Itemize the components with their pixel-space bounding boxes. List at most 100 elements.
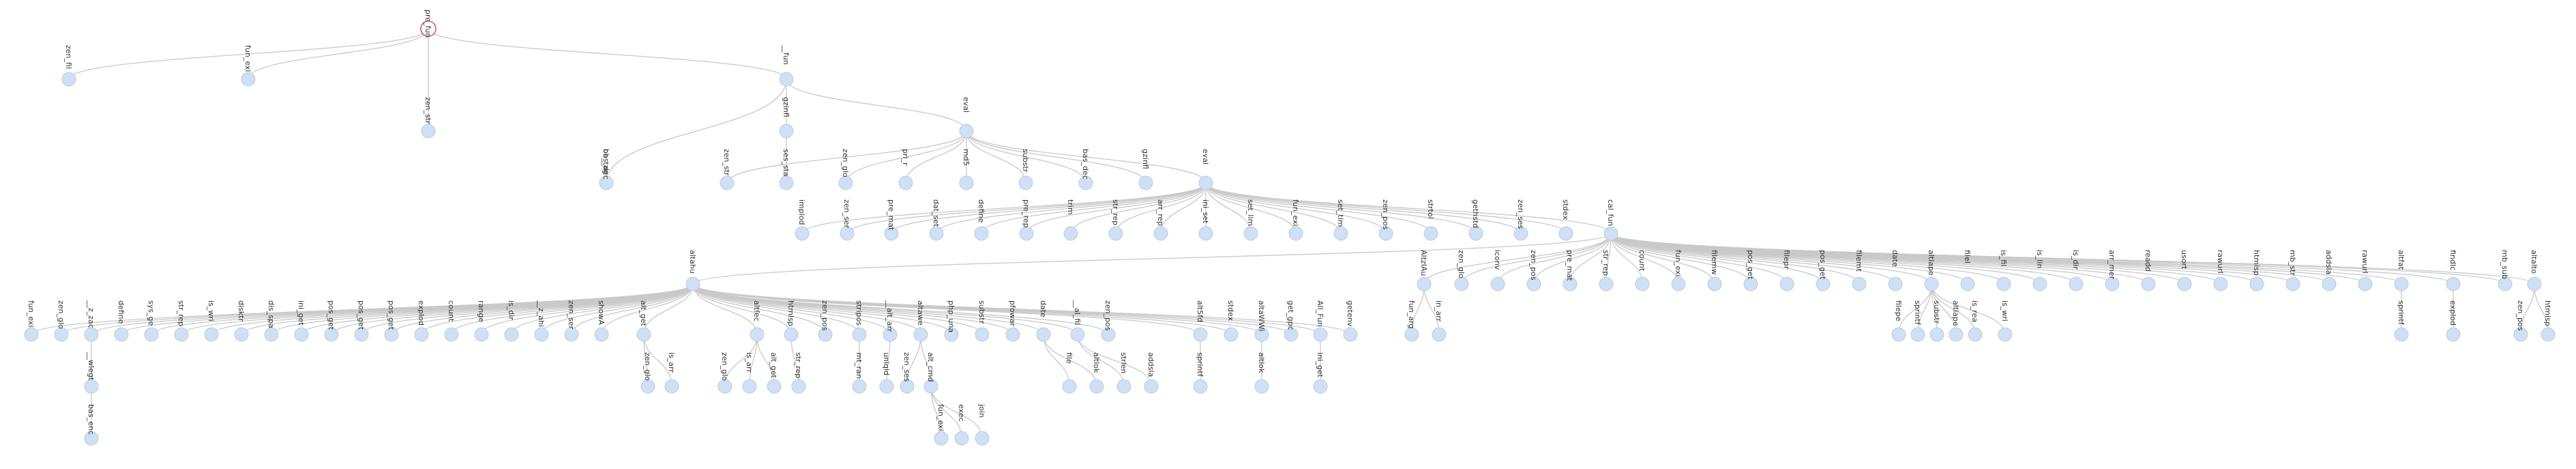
tree-node[interactable]: cal_fun	[1603, 199, 1618, 241]
node-circle[interactable]	[898, 175, 913, 190]
node-circle[interactable]	[900, 379, 915, 394]
tree-node[interactable]: zen_ser	[840, 199, 855, 241]
tree-node[interactable]: get_gpc	[1284, 300, 1299, 342]
node-circle[interactable]	[1891, 327, 1906, 342]
node-circle[interactable]	[2213, 276, 2228, 292]
node-circle[interactable]	[599, 175, 614, 190]
node-circle[interactable]	[84, 431, 99, 446]
tree-node[interactable]: fun_arg	[1404, 300, 1419, 342]
tree-node[interactable]: bas_dec	[599, 149, 614, 190]
tree-node[interactable]: join	[975, 403, 990, 446]
tree-node[interactable]: zen_str	[720, 149, 735, 190]
node-circle[interactable]	[1743, 276, 1758, 292]
node-circle[interactable]	[1005, 327, 1020, 342]
node-circle[interactable]	[1089, 379, 1104, 394]
node-circle[interactable]	[640, 379, 655, 394]
tree-node[interactable]: addsla	[2322, 250, 2337, 292]
tree-node[interactable]: stdex	[1224, 300, 1239, 342]
node-circle[interactable]	[2498, 276, 2513, 292]
tree-node[interactable]: eval	[959, 97, 974, 139]
tree-node[interactable]: altfec	[750, 300, 765, 342]
node-circle[interactable]	[1313, 379, 1328, 394]
tree-node[interactable]: pre_mat	[1563, 250, 1578, 292]
tree-node[interactable]: zen_ser	[564, 300, 579, 342]
tree-node[interactable]: zen_pos	[2513, 300, 2528, 342]
node-circle[interactable]	[1779, 276, 1794, 292]
node-circle[interactable]	[779, 72, 794, 87]
tree-node[interactable]: zen_str	[421, 97, 436, 139]
tree-node[interactable]: pre_rep	[1019, 199, 1034, 241]
tree-node[interactable]: AltzIAu	[1417, 250, 1432, 292]
node-circle[interactable]	[174, 327, 189, 342]
tree-node[interactable]: mb_sub	[2498, 250, 2513, 292]
tree-node[interactable]: fun_exi	[1671, 250, 1686, 292]
node-circle[interactable]	[750, 327, 765, 342]
node-circle[interactable]	[1968, 327, 1983, 342]
node-circle[interactable]	[1432, 327, 1447, 342]
node-circle[interactable]	[2105, 276, 2120, 292]
tree-node[interactable]: All_Fun	[1313, 300, 1328, 342]
tree-node[interactable]: fun_exi	[24, 300, 39, 342]
node-circle[interactable]	[923, 379, 938, 394]
node-circle[interactable]	[1144, 379, 1159, 394]
tree-node[interactable]: zen_glo	[640, 352, 655, 394]
node-circle[interactable]	[1153, 226, 1168, 241]
tree-node[interactable]: set_tim	[1333, 199, 1348, 241]
tree-node[interactable]: __z_ahi	[534, 300, 549, 342]
tree-node[interactable]: altahu	[685, 250, 700, 292]
node-circle[interactable]	[1063, 226, 1078, 241]
node-circle[interactable]	[2446, 327, 2461, 342]
node-circle[interactable]	[1599, 276, 1614, 292]
tree-node[interactable]: in_arr	[1432, 300, 1447, 342]
tree-node[interactable]: altlok	[1254, 352, 1269, 394]
node-circle[interactable]	[1101, 327, 1116, 342]
tree-node[interactable]: arr_rep	[1153, 199, 1168, 241]
tree-node[interactable]: pre_mat	[884, 199, 899, 241]
tree-node[interactable]: altlape	[1949, 300, 1964, 342]
tree-node[interactable]: substr	[1929, 300, 1944, 342]
node-circle[interactable]	[1558, 226, 1573, 241]
tree-node[interactable]: fun_exi	[934, 404, 949, 446]
node-circle[interactable]	[2446, 276, 2461, 292]
node-circle[interactable]	[1924, 276, 1939, 292]
tree-node[interactable]: __wlegt	[84, 352, 99, 394]
node-circle[interactable]	[818, 327, 833, 342]
tree-node[interactable]: getenv	[1343, 300, 1358, 342]
tree-node[interactable]: gzinfl	[779, 97, 794, 139]
node-circle[interactable]	[2527, 276, 2542, 292]
node-circle[interactable]	[2249, 276, 2264, 292]
node-circle[interactable]	[1603, 226, 1618, 241]
tree-node[interactable]: uniqid	[879, 352, 894, 394]
node-circle[interactable]	[384, 327, 399, 342]
node-circle[interactable]	[2513, 327, 2528, 342]
node-circle[interactable]	[1284, 327, 1299, 342]
tree-node[interactable]: __alt_arr	[883, 300, 898, 342]
tree-node[interactable]: is_lin	[2032, 250, 2047, 292]
node-circle[interactable]	[84, 327, 99, 342]
node-circle[interactable]	[1138, 175, 1153, 190]
tree-node[interactable]: zen_glo	[1454, 250, 1469, 292]
tree-node[interactable]: date	[1888, 250, 1903, 292]
node-circle[interactable]	[1417, 276, 1432, 292]
tree-node[interactable]: htmlsp	[2249, 250, 2264, 292]
node-circle[interactable]	[1378, 226, 1393, 241]
tree-node[interactable]: mt_ran	[852, 352, 867, 394]
node-circle[interactable]	[1116, 379, 1131, 394]
tree-node[interactable]: pos_get	[354, 300, 369, 342]
tree-node[interactable]: readd	[2141, 250, 2156, 292]
node-circle[interactable]	[2141, 276, 2156, 292]
node-circle[interactable]	[784, 327, 799, 342]
tree-node[interactable]: htmlsp	[784, 300, 799, 342]
node-circle[interactable]	[879, 379, 894, 394]
node-circle[interactable]	[594, 327, 609, 342]
tree-node[interactable]: altalto	[2527, 250, 2542, 292]
tree-node[interactable]: altSfd	[1193, 300, 1208, 342]
node-circle[interactable]	[1070, 327, 1085, 342]
node-circle[interactable]	[742, 379, 757, 394]
node-circle[interactable]	[1243, 226, 1258, 241]
tree-node[interactable]: sprintf	[1193, 352, 1208, 394]
node-circle[interactable]	[264, 327, 279, 342]
node-circle[interactable]	[1852, 276, 1867, 292]
tree-node[interactable]: sprintf	[2394, 300, 2409, 342]
tree-node[interactable]: str_rep	[1108, 199, 1123, 241]
